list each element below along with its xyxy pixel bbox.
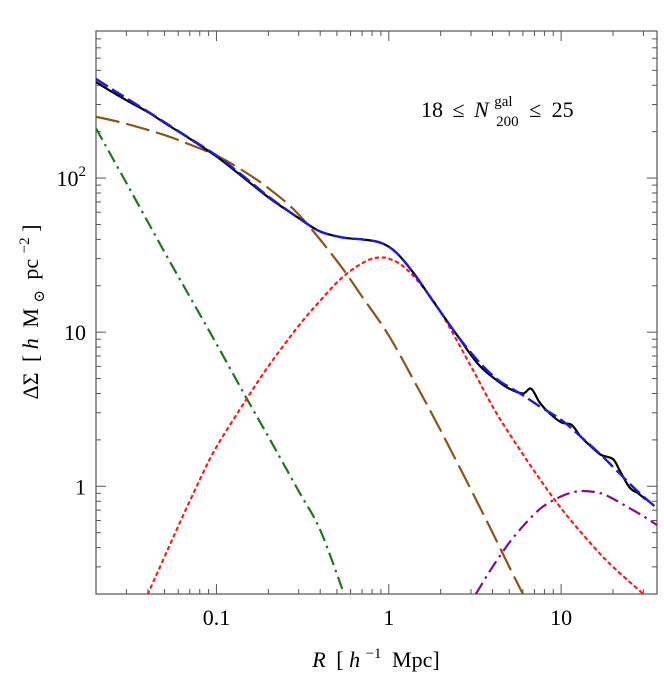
series-central-stellar xyxy=(96,127,346,594)
series-2-halo xyxy=(474,489,657,594)
tick-labels: 0.1 1 10 1 10 102 xyxy=(57,164,573,630)
annotation-sub: 200 xyxy=(496,114,519,130)
y-tick-label: 102 xyxy=(57,164,87,191)
y-axis-label-h: h xyxy=(18,338,43,349)
annotation-n: N xyxy=(473,97,490,122)
y-axis-label-m: M xyxy=(18,308,43,328)
x-tick-label: 0.1 xyxy=(203,605,231,630)
x-axis-label-exp: −1 xyxy=(366,646,382,662)
series-layer xyxy=(96,77,657,594)
annotation-suffix: 25 xyxy=(552,97,574,122)
series-data xyxy=(96,81,647,501)
x-axis-label-h: h xyxy=(349,647,360,672)
series-1-halo-satellite xyxy=(146,256,645,594)
annotation-le-1: ≤ xyxy=(453,97,465,122)
series-total-model xyxy=(96,77,657,510)
y-axis-label: ΔΣ [ h M ⊙ pc −2 ] xyxy=(9,225,49,400)
y-axis-label-delta: ΔΣ xyxy=(18,373,43,400)
x-axis-label: R [ h −1 Mpc] xyxy=(311,638,439,672)
series-1-halo-host xyxy=(96,115,524,594)
annotation-sup: gal xyxy=(494,94,512,110)
annotation-le-2: ≤ xyxy=(529,97,541,122)
y-tick-label: 1 xyxy=(75,474,86,499)
x-axis-label-open: [ xyxy=(336,647,343,672)
y-tick-label: 10 xyxy=(64,320,86,345)
plot-frame xyxy=(95,30,658,595)
annotation-prefix: 18 xyxy=(421,97,443,122)
y-axis-label-close: ] xyxy=(18,225,43,232)
x-tick-label: 10 xyxy=(550,605,572,630)
x-axis-label-var: R xyxy=(311,647,326,672)
y-axis-label-pc: pc xyxy=(18,259,43,280)
x-tick-label: 1 xyxy=(383,605,394,630)
y-axis-label-sun: ⊙ xyxy=(32,290,48,303)
x-axis-label-unit: Mpc] xyxy=(392,647,440,672)
y-axis-label-exp: −2 xyxy=(17,237,33,253)
y-axis-label-open: [ xyxy=(18,355,43,362)
annotation-text: 18 ≤ N gal 200 ≤ 25 xyxy=(421,86,574,131)
tick-marks xyxy=(95,30,657,595)
